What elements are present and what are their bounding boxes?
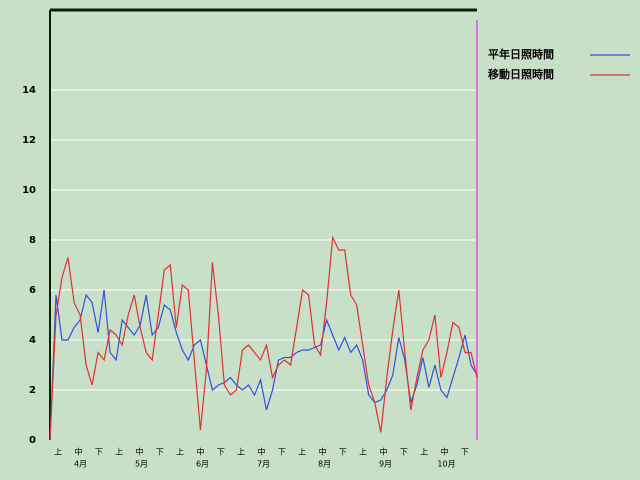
- x-dekad-label: 下: [339, 448, 347, 457]
- x-month-label: 4月: [74, 460, 87, 469]
- y-tick-label: 14: [22, 85, 36, 96]
- x-dekad-label: 上: [298, 448, 306, 457]
- y-tick-label: 12: [22, 135, 36, 146]
- x-dekad-label: 中: [136, 447, 144, 457]
- x-dekad-label: 上: [359, 448, 367, 457]
- x-month-label: 7月: [257, 460, 270, 469]
- x-month-label: 9月: [379, 460, 392, 469]
- x-dekad-label: 上: [420, 448, 428, 457]
- x-month-label: 10月: [437, 460, 455, 469]
- legend-label: 平年日照時間: [488, 47, 554, 61]
- x-dekad-label: 上: [115, 448, 123, 457]
- legend-label: 移動日照時間: [488, 67, 554, 81]
- x-month-label: 8月: [318, 460, 331, 469]
- y-tick-label: 10: [22, 185, 36, 196]
- x-dekad-label: 中: [258, 447, 266, 457]
- y-tick-label: 2: [29, 385, 36, 396]
- x-dekad-label: 下: [156, 448, 164, 457]
- series-line: [49, 289, 478, 441]
- x-month-label: 6月: [196, 460, 209, 469]
- x-dekad-label: 中: [75, 447, 83, 457]
- x-dekad-label: 上: [54, 448, 62, 457]
- x-dekad-label: 下: [461, 448, 469, 457]
- x-dekad-label: 上: [237, 448, 245, 457]
- x-dekad-label: 中: [441, 447, 449, 457]
- y-tick-label: 0: [29, 435, 36, 446]
- x-dekad-label: 下: [217, 448, 225, 457]
- x-dekad-label: 上: [176, 448, 184, 457]
- x-dekad-label: 下: [400, 448, 408, 457]
- x-dekad-label: 中: [197, 447, 205, 457]
- y-tick-label: 4: [29, 335, 36, 346]
- x-month-label: 5月: [135, 460, 148, 469]
- x-dekad-label: 中: [380, 447, 388, 457]
- x-dekad-label: 中: [319, 447, 327, 457]
- x-dekad-label: 下: [95, 448, 103, 457]
- y-tick-label: 6: [29, 285, 36, 296]
- series-line: [49, 235, 478, 441]
- x-dekad-label: 下: [278, 448, 286, 457]
- y-tick-label: 8: [29, 235, 36, 246]
